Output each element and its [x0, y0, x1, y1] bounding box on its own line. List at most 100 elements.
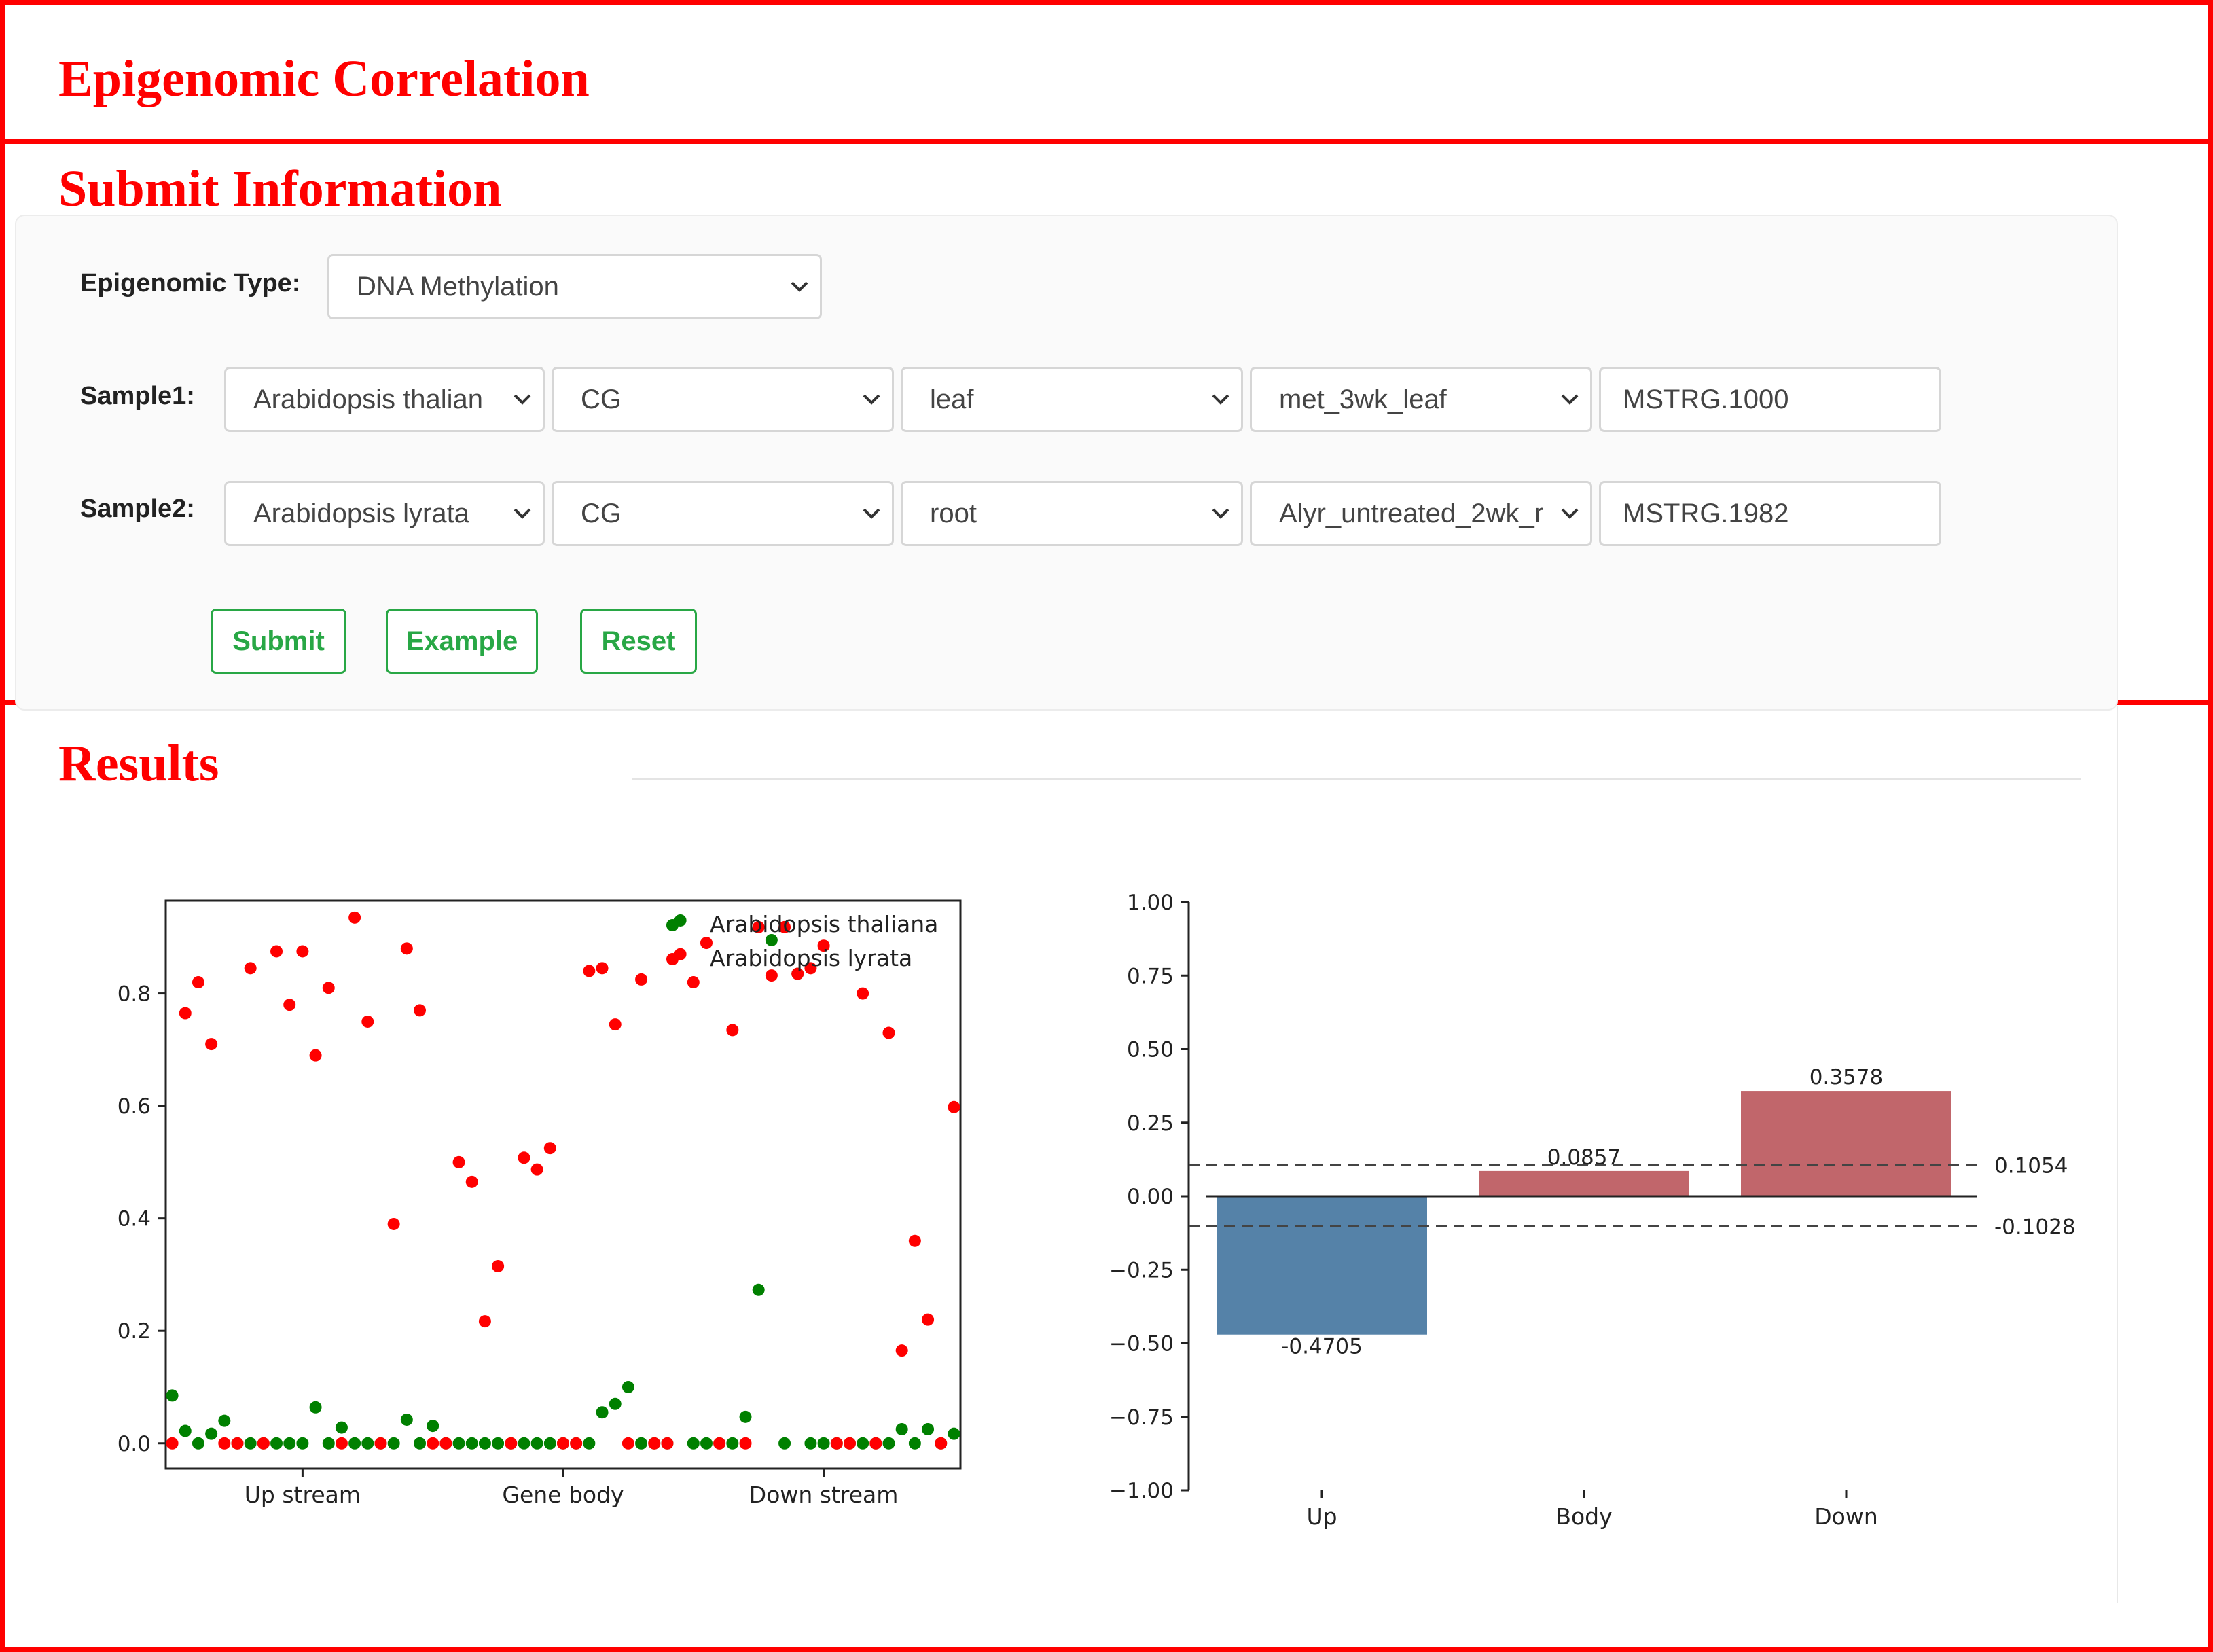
- data-point: [648, 1437, 661, 1450]
- data-point: [465, 1437, 478, 1450]
- data-point: [322, 1437, 335, 1450]
- data-point: [726, 1024, 739, 1037]
- submit-button[interactable]: Submit: [211, 609, 346, 674]
- data-point: [257, 1437, 270, 1450]
- data-point: [543, 1437, 556, 1450]
- data-point: [609, 1018, 622, 1031]
- data-point: [830, 1437, 843, 1450]
- data-point: [922, 1313, 935, 1326]
- sample2-context-select[interactable]: CG: [552, 481, 894, 546]
- data-point: [296, 945, 309, 958]
- data-point: [869, 1437, 882, 1450]
- data-point: [530, 1437, 543, 1450]
- y-tick-label: 0.25: [1127, 1111, 1174, 1136]
- page-title: Epigenomic Correlation: [58, 50, 590, 107]
- data-point: [335, 1421, 348, 1434]
- data-point: [478, 1437, 491, 1450]
- sample1-context-value: CG: [581, 384, 622, 414]
- data-point: [895, 1344, 908, 1357]
- sample2-context-value: CG: [581, 498, 622, 528]
- data-point: [739, 1410, 752, 1423]
- data-point: [882, 1026, 895, 1039]
- legend-label: Arabidopsis thaliana: [710, 911, 938, 937]
- sample2-gene-input[interactable]: MSTRG.1982: [1599, 481, 1941, 546]
- data-point: [452, 1437, 465, 1450]
- data-point: [530, 1163, 543, 1176]
- epigenomic-type-select[interactable]: DNA Methylation: [327, 254, 822, 319]
- sample1-tissue-select[interactable]: leaf: [901, 367, 1243, 432]
- data-point: [857, 1437, 869, 1450]
- sample2-species-select[interactable]: Arabidopsis lyrata: [224, 481, 545, 546]
- data-point: [179, 1424, 192, 1437]
- sample1-context-select[interactable]: CG: [552, 367, 894, 432]
- data-point: [843, 1437, 856, 1450]
- bar-value-label: -0.4705: [1281, 1335, 1363, 1359]
- data-point: [492, 1437, 505, 1450]
- sample1-gene-value: MSTRG.1000: [1623, 384, 1789, 414]
- data-point: [596, 1406, 609, 1419]
- sample2-tissue-select[interactable]: root: [901, 481, 1243, 546]
- data-point: [192, 1437, 204, 1450]
- sample1-dataset-select[interactable]: met_3wk_leaf: [1250, 367, 1592, 432]
- y-tick-label: 0.50: [1127, 1038, 1174, 1062]
- chevron-down-icon: [502, 483, 543, 544]
- x-tick-label: Up stream: [245, 1482, 361, 1508]
- data-point: [374, 1437, 387, 1450]
- data-point: [218, 1437, 231, 1450]
- data-point: [400, 942, 413, 955]
- data-point: [387, 1437, 400, 1450]
- scatter-chart: 0.0 0.2 0.4 0.6 0.8 Up stream Gene body Down st…: [118, 899, 962, 1508]
- data-point: [713, 1437, 726, 1450]
- data-point: [283, 1437, 296, 1450]
- data-point: [400, 1413, 413, 1426]
- sample2-dataset-value: Alyr_untreated_2wk_r: [1279, 498, 1544, 528]
- data-point: [817, 1437, 830, 1450]
- x-tick-label: Down stream: [749, 1482, 899, 1508]
- sample1-species-select[interactable]: Arabidopsis thalian: [224, 367, 545, 432]
- data-point: [452, 1155, 465, 1168]
- data-point: [492, 1260, 505, 1273]
- data-point: [765, 969, 778, 982]
- y-tick-label: 0.00: [1127, 1185, 1174, 1209]
- data-point: [948, 1427, 960, 1440]
- data-point: [179, 1007, 192, 1020]
- chevron-down-icon: [779, 256, 820, 317]
- chevron-down-icon: [1549, 369, 1590, 430]
- data-point: [361, 1437, 374, 1450]
- y-tick-label: −0.25: [1109, 1258, 1174, 1282]
- data-point: [857, 987, 869, 1000]
- right-divider: [2117, 706, 2118, 1603]
- sample2-dataset-select[interactable]: Alyr_untreated_2wk_r: [1250, 481, 1592, 546]
- data-point: [557, 1437, 569, 1450]
- data-point: [465, 1175, 478, 1188]
- results-divider: [632, 778, 2081, 780]
- bar: [1479, 1170, 1689, 1196]
- data-point: [166, 1437, 179, 1450]
- threshold-label: 0.1054: [1994, 1153, 2068, 1178]
- x-tick-label: Body: [1555, 1503, 1612, 1530]
- data-point: [778, 1437, 791, 1450]
- chevron-down-icon: [502, 369, 543, 430]
- data-point: [622, 1437, 634, 1450]
- chevron-down-icon: [1549, 483, 1590, 544]
- sample1-gene-input[interactable]: MSTRG.1000: [1599, 367, 1941, 432]
- data-point: [414, 1437, 427, 1450]
- reset-button[interactable]: Reset: [580, 609, 697, 674]
- data-point: [817, 939, 830, 952]
- data-point: [765, 933, 778, 946]
- legend-label: Arabidopsis lyrata: [710, 945, 912, 971]
- data-point: [166, 1389, 179, 1402]
- sample1-species-value: Arabidopsis thalian: [253, 384, 483, 414]
- example-button[interactable]: Example: [386, 609, 538, 674]
- data-point: [752, 1283, 765, 1296]
- data-point: [922, 1423, 935, 1436]
- chevron-down-icon: [1200, 483, 1241, 544]
- data-point: [335, 1437, 348, 1450]
- data-point: [661, 1437, 674, 1450]
- data-point: [570, 1437, 583, 1450]
- y-tick-label: 0.6: [118, 1094, 151, 1119]
- x-tick-label: Down: [1814, 1503, 1878, 1530]
- results-section-title: Results: [58, 735, 219, 792]
- data-point: [296, 1437, 309, 1450]
- data-point: [218, 1414, 231, 1427]
